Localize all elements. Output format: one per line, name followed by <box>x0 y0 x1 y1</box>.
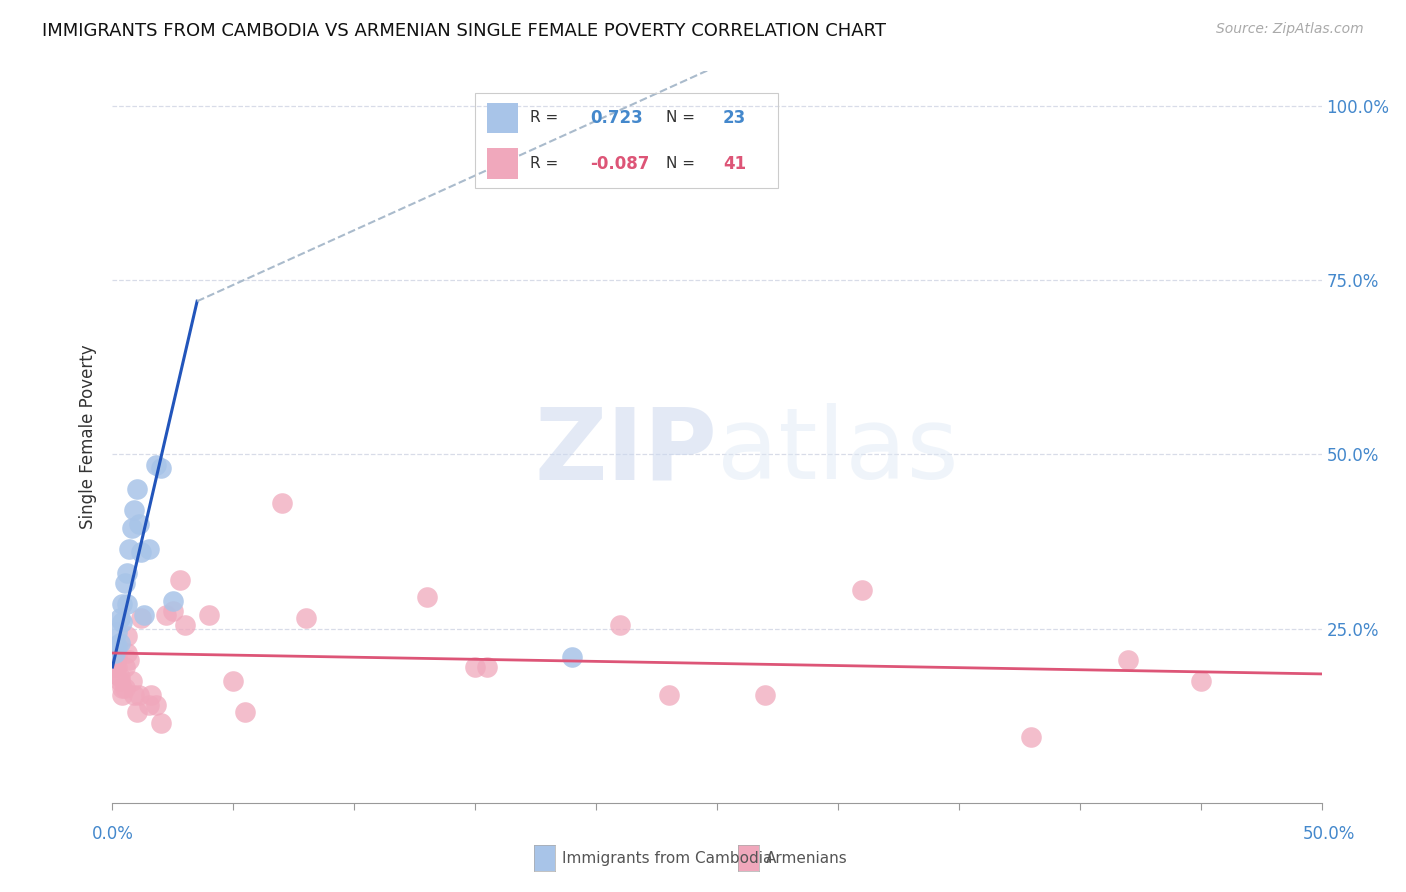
Text: ZIP: ZIP <box>534 403 717 500</box>
Point <box>111 615 134 629</box>
Point <box>125 483 148 497</box>
Point <box>1116 653 1139 667</box>
Text: atlas: atlas <box>717 403 959 500</box>
Point <box>104 667 127 681</box>
Point <box>114 660 136 674</box>
Text: IMMIGRANTS FROM CAMBODIA VS ARMENIAN SINGLE FEMALE POVERTY CORRELATION CHART: IMMIGRANTS FROM CAMBODIA VS ARMENIAN SIN… <box>42 22 886 40</box>
Point <box>295 611 318 625</box>
Point <box>477 660 499 674</box>
Point <box>198 607 221 622</box>
Point <box>115 629 138 643</box>
Point <box>121 673 143 688</box>
Point <box>105 639 128 653</box>
Text: Source: ZipAtlas.com: Source: ZipAtlas.com <box>1216 22 1364 37</box>
Text: Immigrants from Cambodia: Immigrants from Cambodia <box>562 851 773 865</box>
Point <box>105 660 128 674</box>
Point <box>169 573 191 587</box>
Point <box>270 496 292 510</box>
Point <box>114 681 136 695</box>
Point <box>114 576 136 591</box>
Point <box>115 597 138 611</box>
Point <box>235 705 257 719</box>
Point <box>149 461 172 475</box>
Point <box>125 705 148 719</box>
Point <box>108 635 131 649</box>
Point <box>416 591 439 605</box>
Point <box>111 597 134 611</box>
Point <box>118 653 141 667</box>
Point <box>104 646 127 660</box>
Point <box>131 545 153 559</box>
Text: 0.0%: 0.0% <box>91 825 134 843</box>
Point <box>754 688 776 702</box>
Point <box>222 673 245 688</box>
Point <box>104 660 127 674</box>
Text: Armenians: Armenians <box>766 851 848 865</box>
Point <box>141 688 163 702</box>
Point <box>851 583 873 598</box>
Point <box>108 611 131 625</box>
Point <box>128 688 150 702</box>
Point <box>121 521 143 535</box>
Y-axis label: Single Female Poverty: Single Female Poverty <box>79 345 97 529</box>
Point <box>104 639 127 653</box>
Point <box>658 688 681 702</box>
Point <box>122 503 145 517</box>
Point <box>105 625 128 640</box>
Point <box>149 715 172 730</box>
Point <box>145 698 167 713</box>
Point <box>132 607 155 622</box>
Point <box>1021 730 1043 744</box>
Point <box>155 607 177 622</box>
Point <box>162 604 184 618</box>
Point <box>174 618 197 632</box>
Point <box>128 517 150 532</box>
Point <box>118 541 141 556</box>
Point <box>115 646 138 660</box>
Point <box>131 611 153 625</box>
Point <box>609 618 631 632</box>
Point <box>138 541 160 556</box>
Point <box>561 649 583 664</box>
Point <box>111 681 134 695</box>
Point <box>108 670 131 684</box>
Point <box>464 660 486 674</box>
Point <box>111 688 134 702</box>
Point <box>138 698 160 713</box>
Point <box>105 649 128 664</box>
Point <box>115 566 138 580</box>
Point <box>162 594 184 608</box>
Point <box>1189 673 1212 688</box>
Point <box>145 458 167 472</box>
Point <box>122 688 145 702</box>
Text: 50.0%: 50.0% <box>1302 825 1355 843</box>
Point <box>108 673 131 688</box>
